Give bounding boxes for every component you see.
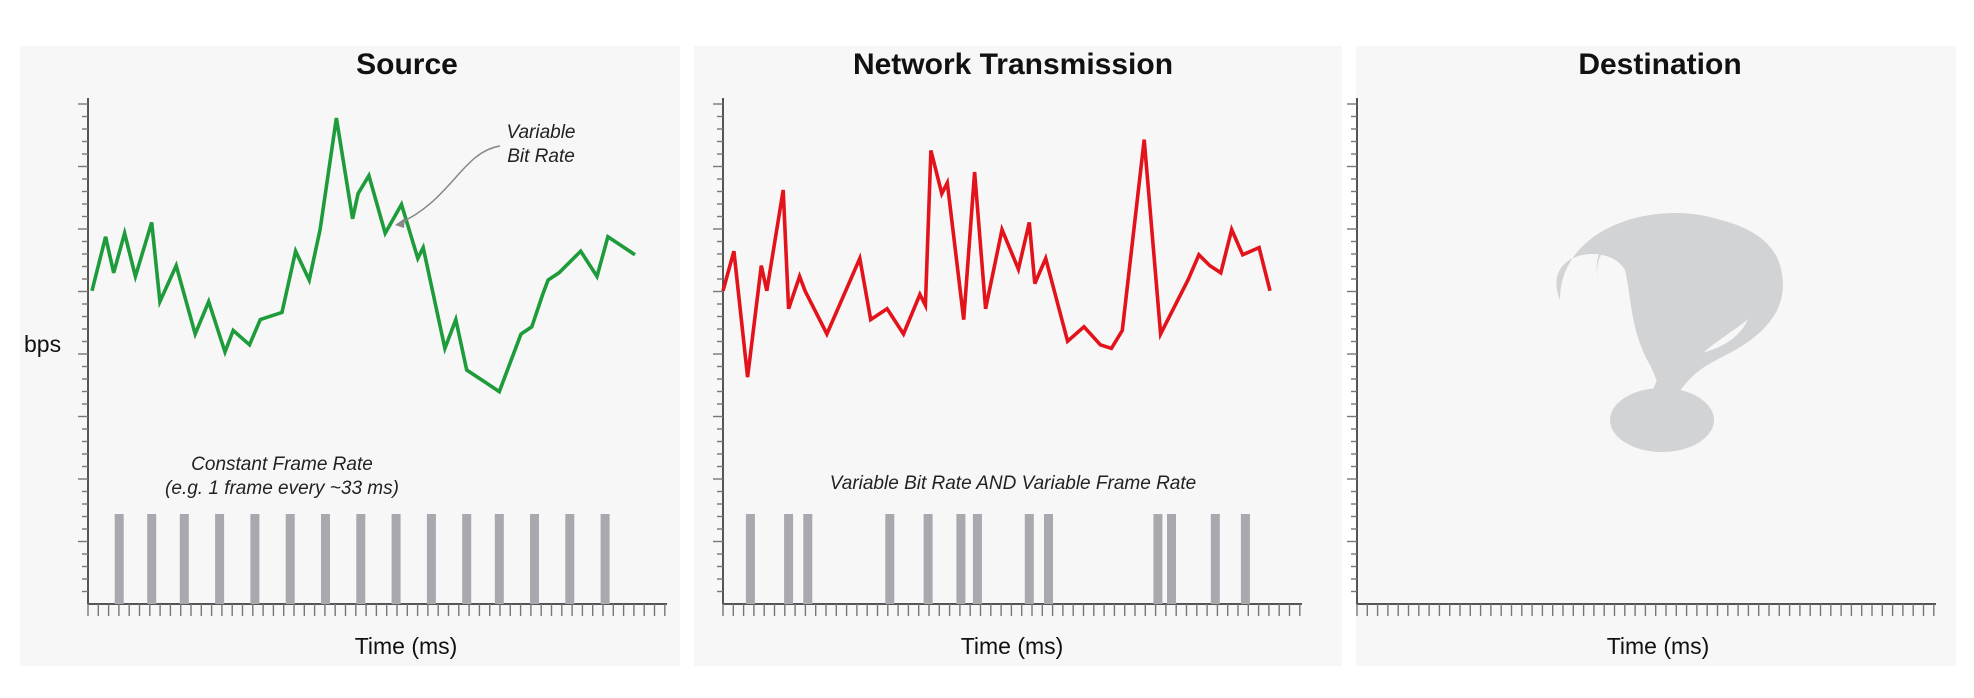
question-mark-icon	[1556, 212, 1783, 452]
frame-bars-source	[114, 514, 610, 604]
frame-bar	[426, 514, 436, 604]
panel-network-background	[694, 46, 1342, 666]
frame-bars-network	[745, 514, 1250, 604]
frame-bar	[885, 514, 895, 604]
annotation-variable: Variable	[506, 122, 575, 143]
question-mark-dot	[1610, 388, 1714, 452]
frame-bar	[923, 514, 933, 604]
annotation-frame-interval: (e.g. 1 frame every ~33 ms)	[165, 478, 399, 499]
frame-bar	[114, 514, 124, 604]
panel-title-destination: Destination	[1578, 48, 1741, 81]
x-axis-label-source: Time (ms)	[355, 633, 458, 659]
frame-bar	[321, 514, 330, 604]
annotation-bit-rate: Bit Rate	[507, 146, 575, 167]
annotation-arrow	[397, 145, 501, 225]
axis-ticks	[78, 103, 1935, 616]
frame-bar	[745, 514, 755, 604]
frame-bar	[784, 514, 794, 604]
frame-bar	[462, 514, 472, 604]
frame-bar	[1153, 514, 1163, 604]
frame-bar	[803, 514, 813, 604]
question-mark-hook-fill	[1556, 212, 1771, 402]
frame-bar	[1024, 514, 1034, 604]
frame-bar	[250, 514, 260, 604]
frame-bar	[285, 514, 295, 604]
panel-title-source: Source	[356, 48, 458, 81]
x-axis-label-network: Time (ms)	[961, 633, 1064, 659]
frame-bar	[1210, 514, 1220, 604]
frame-bar	[1167, 514, 1176, 604]
annotation-vbr-vfr: Variable Bit Rate AND Variable Frame Rat…	[830, 473, 1196, 494]
frame-bar	[215, 514, 225, 604]
bitrate-line-source	[90, 117, 636, 395]
annotation-constant-frame-rate: Constant Frame Rate	[191, 454, 373, 475]
frame-bar	[1240, 514, 1250, 604]
frame-bar	[356, 514, 366, 604]
frame-bar	[972, 514, 982, 604]
panel-title-network: Network Transmission	[853, 48, 1173, 81]
frame-bar	[179, 514, 189, 604]
x-axis-label-destination: Time (ms)	[1607, 633, 1710, 659]
frame-bar	[494, 514, 504, 604]
bitrate-line-network	[721, 139, 1272, 378]
frame-bar	[956, 514, 966, 604]
frame-bar	[391, 514, 401, 604]
annotation-arrowhead	[395, 218, 405, 228]
frame-bar	[530, 514, 539, 604]
frame-bar	[600, 514, 610, 604]
frame-bar	[565, 514, 575, 604]
frame-bar	[1044, 514, 1053, 604]
y-axis-label: bps	[24, 331, 61, 357]
frame-bar	[147, 514, 157, 604]
